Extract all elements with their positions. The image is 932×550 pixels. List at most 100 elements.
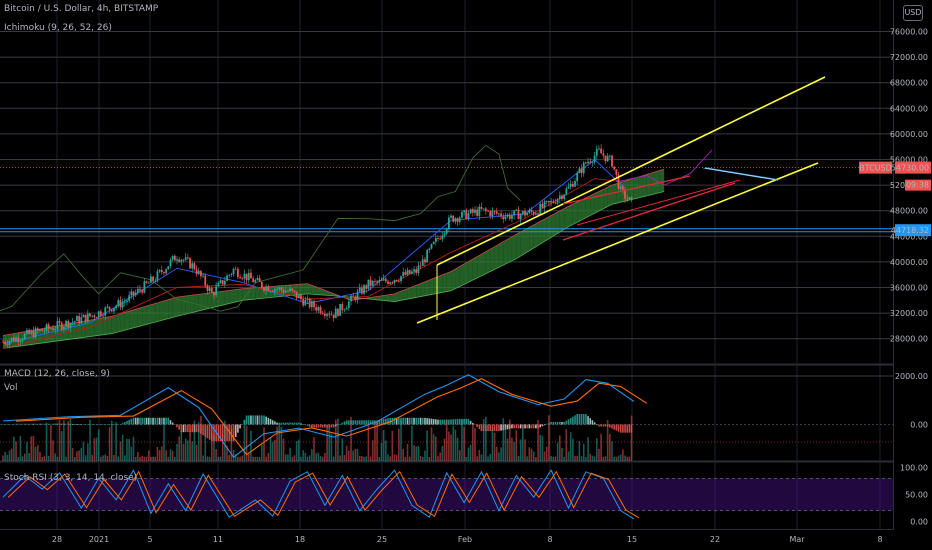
volume-bar bbox=[430, 427, 433, 461]
macd-hist-bar bbox=[569, 418, 572, 425]
volume-bar bbox=[200, 415, 202, 461]
candle-body bbox=[91, 315, 94, 317]
candle-body bbox=[454, 218, 457, 222]
candle-body bbox=[360, 287, 363, 294]
level-tag-label: 44718.32 bbox=[891, 226, 929, 235]
candle-body bbox=[45, 324, 48, 331]
macd-hist-bar bbox=[263, 415, 265, 425]
candle-body bbox=[130, 291, 133, 296]
volume-bar bbox=[419, 455, 422, 461]
volume-bar bbox=[424, 450, 426, 461]
macd-hist-bar bbox=[298, 422, 300, 425]
price-tick-label: 72000.00 bbox=[890, 53, 928, 62]
volume-bar bbox=[52, 440, 54, 461]
macd-hist-bar bbox=[202, 424, 204, 436]
candle-body bbox=[186, 257, 189, 259]
volume-bar bbox=[65, 456, 67, 461]
candle-body bbox=[393, 279, 396, 283]
volume-bar bbox=[576, 455, 578, 461]
stoch-legend[interactable]: Stoch RSI (3, 3, 14, 14, close) bbox=[4, 473, 138, 483]
macd-hist-bar bbox=[609, 424, 611, 428]
candle-body bbox=[143, 281, 146, 293]
cloud-segment bbox=[303, 283, 308, 295]
volume-legend[interactable]: Vol bbox=[4, 383, 18, 393]
cloud-segment bbox=[259, 287, 264, 299]
volume-bar bbox=[147, 450, 150, 461]
macd-hist-bar bbox=[454, 419, 457, 425]
candle-body bbox=[17, 337, 20, 343]
currency-button[interactable]: USD bbox=[903, 5, 923, 21]
candle-body bbox=[378, 280, 381, 283]
volume-bar bbox=[206, 456, 209, 461]
macd-hist-bar bbox=[539, 424, 542, 428]
volume-bar bbox=[21, 456, 24, 461]
macd-hist-bar bbox=[378, 419, 381, 425]
macd-hist-bar bbox=[587, 416, 589, 425]
volume-bar bbox=[606, 420, 609, 461]
macd-hist-bar bbox=[124, 422, 126, 425]
volume-bar bbox=[476, 456, 478, 461]
volume-bar bbox=[26, 442, 28, 461]
cloud-segment bbox=[377, 295, 382, 301]
volume-bar bbox=[458, 450, 461, 461]
macd-hist-bar bbox=[289, 422, 291, 425]
candle-body bbox=[291, 288, 294, 291]
candle-body bbox=[478, 206, 481, 216]
volume-bar bbox=[91, 454, 93, 461]
ichimoku-legend[interactable]: Ichimoku (9, 26, 52, 26) bbox=[4, 23, 112, 33]
macd-hist-bar bbox=[189, 424, 191, 433]
cloud-segment bbox=[237, 288, 243, 302]
volume-bar bbox=[232, 449, 235, 461]
candle-body bbox=[23, 333, 26, 340]
macd-hist-bar bbox=[150, 417, 152, 425]
candle-body bbox=[421, 259, 424, 266]
candle-body bbox=[384, 278, 387, 282]
candle-body bbox=[480, 206, 483, 209]
macd-hist-bar bbox=[87, 424, 89, 425]
candle-body bbox=[432, 241, 435, 244]
chart-title: Bitcoin / U.S. Dollar, 4h, BITSTAMP bbox=[4, 4, 159, 14]
volume-bar bbox=[426, 430, 428, 461]
candle-body bbox=[41, 329, 44, 331]
candle-body bbox=[363, 285, 365, 294]
cloud-segment bbox=[381, 295, 386, 301]
candle-body bbox=[134, 292, 137, 296]
candle-body bbox=[556, 199, 559, 204]
price-tick-label: 56000.00 bbox=[890, 156, 928, 165]
macd-hist-bar bbox=[182, 424, 185, 433]
macd-hist-bar bbox=[84, 424, 87, 425]
candle-body bbox=[630, 197, 633, 199]
macd-hist-bar bbox=[565, 420, 568, 425]
cloud-segment bbox=[129, 309, 134, 329]
candle-body bbox=[217, 282, 220, 287]
macd-hist-bar bbox=[611, 424, 613, 429]
candle-body bbox=[521, 210, 524, 215]
volume-bar bbox=[154, 456, 157, 461]
candle-body bbox=[337, 308, 339, 316]
macd-hist-bar bbox=[500, 424, 502, 431]
volume-bar bbox=[211, 432, 213, 461]
volume-bar bbox=[158, 449, 161, 461]
volume-bar bbox=[578, 440, 581, 461]
macd-hist-bar bbox=[143, 417, 146, 425]
macd-hist-bar bbox=[419, 417, 422, 425]
macd-hist-bar bbox=[252, 415, 254, 425]
macd-hist-bar bbox=[404, 417, 407, 425]
volume-bar bbox=[554, 456, 557, 461]
volume-bar bbox=[478, 449, 481, 461]
volume-bar bbox=[308, 455, 311, 461]
macd-legend[interactable]: MACD (12, 26, close, 9) bbox=[4, 369, 110, 379]
candle-body bbox=[293, 290, 296, 292]
volume-bar bbox=[298, 439, 300, 461]
cloud-segment bbox=[577, 199, 582, 223]
cloud-segment bbox=[559, 208, 565, 233]
volume-bar bbox=[600, 433, 602, 461]
candle-body bbox=[52, 328, 54, 330]
cloud-segment bbox=[85, 320, 90, 338]
macd-hist-bar bbox=[589, 418, 592, 425]
volume-bar bbox=[543, 451, 546, 461]
volume-bar bbox=[178, 436, 180, 461]
macd-hist-bar bbox=[313, 424, 315, 428]
price-tick-label: 44000.00 bbox=[890, 232, 928, 241]
